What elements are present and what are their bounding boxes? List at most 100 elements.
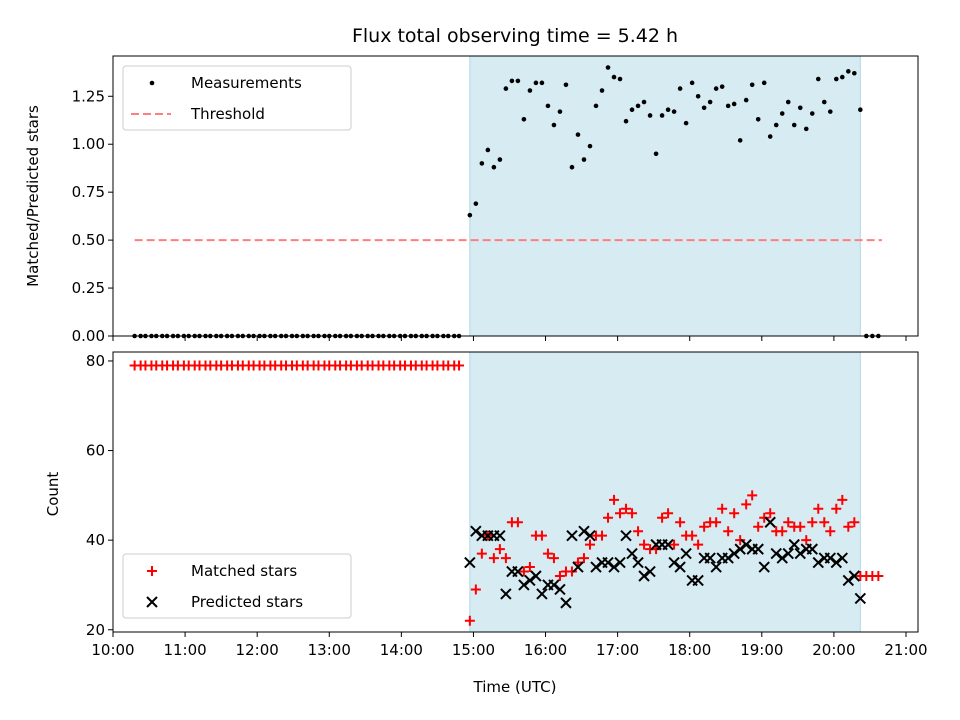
data-point <box>731 101 737 107</box>
x-tick-label: 19:00 <box>740 641 783 659</box>
x-tick-label: 16:00 <box>524 641 567 659</box>
data-point <box>467 212 473 218</box>
data-point <box>665 107 671 112</box>
data-point <box>833 76 839 82</box>
data-point <box>812 556 824 569</box>
data-point <box>794 547 806 560</box>
data-point <box>509 78 515 84</box>
axes-frame <box>112 351 919 633</box>
data-point <box>797 105 803 111</box>
data-point <box>597 530 608 541</box>
data-point <box>584 529 596 542</box>
data-point <box>713 86 719 91</box>
data-point <box>488 553 499 564</box>
data-point <box>831 503 842 514</box>
data-point <box>723 526 734 537</box>
data-point <box>663 508 674 519</box>
axes-frame <box>112 55 919 337</box>
data-point <box>639 539 650 550</box>
data-point <box>830 556 843 569</box>
data-point <box>671 109 677 114</box>
data-point <box>578 553 589 564</box>
data-point <box>669 539 680 550</box>
x-tick-label: 17:00 <box>596 641 639 659</box>
data-point <box>747 490 758 501</box>
data-point <box>737 138 743 143</box>
data-point <box>819 517 830 528</box>
data-point <box>647 113 653 118</box>
data-point <box>629 107 635 112</box>
y-tick-label: 0.00 <box>72 327 105 345</box>
data-point <box>710 561 722 573</box>
data-point <box>801 535 812 546</box>
data-point <box>515 78 521 84</box>
data-point <box>836 552 849 564</box>
chart-title: Flux total observing time = 5.42 h <box>352 25 678 47</box>
data-point <box>554 583 566 596</box>
data-point <box>518 579 530 591</box>
data-point <box>711 517 722 528</box>
data-point <box>626 547 638 560</box>
data-point <box>852 70 857 76</box>
data-point <box>728 547 740 560</box>
data-point <box>494 544 505 555</box>
data-point <box>491 164 497 170</box>
legend: Matched stars Predicted stars <box>122 553 352 619</box>
data-point <box>500 553 511 564</box>
data-point <box>840 74 845 80</box>
data-point <box>692 574 704 587</box>
data-point <box>557 109 563 114</box>
data-point <box>707 99 713 105</box>
data-point <box>858 107 863 112</box>
data-point <box>758 561 770 573</box>
data-point <box>548 579 560 591</box>
data-point <box>674 561 686 573</box>
x-tick-label: 15:00 <box>452 641 495 659</box>
data-point <box>657 512 668 523</box>
data-point <box>608 561 620 573</box>
data-point <box>554 571 565 581</box>
data-point <box>476 548 487 559</box>
data-point <box>821 99 827 105</box>
data-point <box>680 547 692 560</box>
data-point <box>719 84 725 89</box>
data-point <box>741 499 752 510</box>
x-axis-label: Time (UTC) <box>473 678 557 696</box>
data-point <box>503 86 509 91</box>
legend-label: Matched stars <box>191 562 297 580</box>
data-point <box>611 74 617 80</box>
y-tick-label: 1.25 <box>72 87 105 105</box>
data-point <box>704 552 716 564</box>
legend-label: Measurements <box>191 74 302 92</box>
data-point <box>614 556 626 569</box>
data-point <box>693 539 704 550</box>
data-point <box>593 103 599 109</box>
data-point <box>809 111 815 116</box>
data-point <box>521 116 527 122</box>
data-point <box>725 103 731 109</box>
data-point <box>464 615 475 626</box>
data-point <box>560 597 572 609</box>
y-tick-label: 80 <box>86 352 105 370</box>
data-point <box>843 521 854 532</box>
data-point <box>791 122 797 128</box>
data-point <box>689 80 695 86</box>
legend-swatch <box>147 566 157 576</box>
data-point <box>518 566 529 577</box>
data-point <box>454 360 465 371</box>
top-panel: 0.00 0.25 0.50 0.75 1.00 1.25 Measurements Thre… <box>72 55 919 345</box>
data-point <box>849 517 860 528</box>
data-point <box>632 556 644 569</box>
series-matched-stars <box>129 360 884 626</box>
y-tick-label: 0.50 <box>72 231 105 249</box>
data-point <box>752 543 764 555</box>
bottom-y-axis-label: Count <box>44 472 62 517</box>
x-tick-label: 10:00 <box>91 641 134 659</box>
data-point <box>545 103 551 109</box>
data-point <box>623 118 629 124</box>
data-point <box>729 508 740 519</box>
x-tick-label: 14:00 <box>380 641 423 659</box>
data-point <box>717 503 728 514</box>
data-point <box>783 517 794 528</box>
data-point <box>765 508 776 519</box>
